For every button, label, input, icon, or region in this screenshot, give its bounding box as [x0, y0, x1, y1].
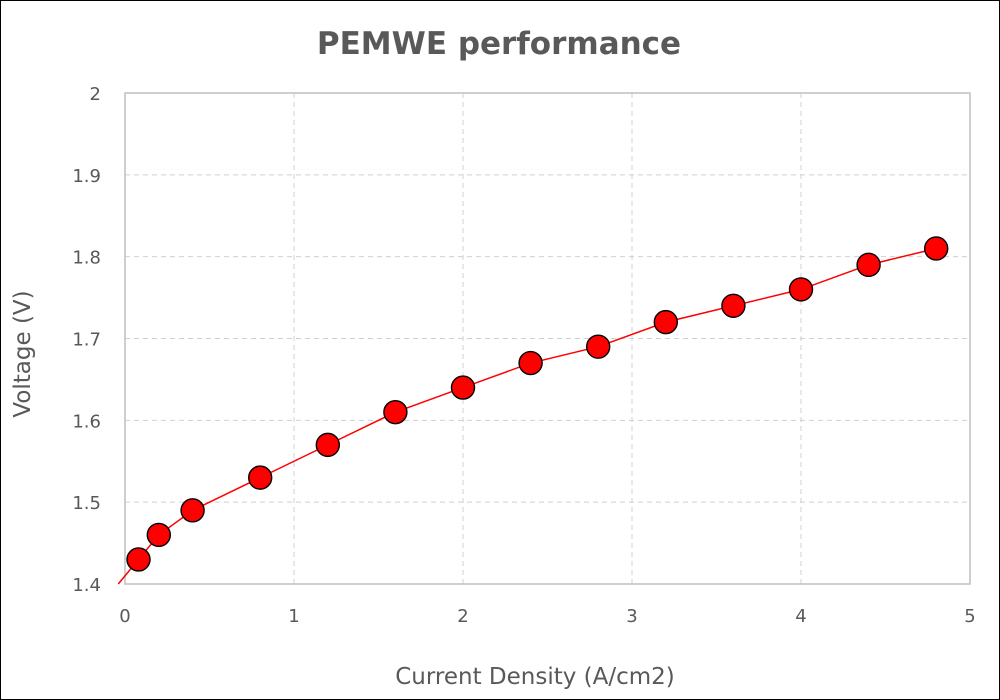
- x-tick-label: 5: [964, 606, 975, 627]
- series-line: [137, 247, 937, 560]
- x-tick-labels: 0 1 2 3 4 5: [119, 606, 975, 627]
- y-tick-label: 1.5: [72, 493, 101, 514]
- y-tick-label: 1.8: [72, 248, 101, 269]
- series: [117, 236, 949, 585]
- data-point: [788, 277, 814, 302]
- data-point: [721, 293, 746, 318]
- data-point: [653, 309, 678, 335]
- x-tick-label: 1: [288, 606, 299, 627]
- x-tick-label: 3: [626, 606, 637, 627]
- y-tick-labels: 1.4 1.5 1.6 1.7 1.8 1.9 2: [72, 84, 101, 596]
- chart-title: PEMWE performance: [317, 26, 681, 62]
- data-point: [924, 236, 949, 261]
- data-point: [450, 375, 476, 400]
- x-tick-label: 4: [795, 606, 806, 627]
- data-point: [146, 522, 172, 548]
- y-tick-label: 1.4: [72, 575, 101, 596]
- y-tick-label: 1.6: [72, 411, 101, 432]
- x-tick-label: 0: [119, 606, 130, 627]
- data-point: [126, 547, 151, 572]
- data-point: [518, 350, 543, 376]
- data-point: [586, 334, 611, 359]
- y-tick-label: 2: [90, 84, 101, 105]
- data-point: [383, 399, 408, 425]
- data-point: [856, 252, 881, 278]
- x-tick-label: 2: [457, 606, 468, 627]
- data-point: [180, 498, 205, 523]
- y-axis-label: Voltage (V): [10, 290, 36, 417]
- data-point: [315, 432, 340, 458]
- plot-area-border: [124, 92, 971, 585]
- x-axis-label: Current Density (A/cm2): [395, 664, 675, 690]
- y-tick-label: 1.7: [72, 330, 101, 351]
- data-point: [248, 465, 273, 490]
- y-tick-label: 1.9: [72, 166, 101, 187]
- grid: [125, 93, 970, 584]
